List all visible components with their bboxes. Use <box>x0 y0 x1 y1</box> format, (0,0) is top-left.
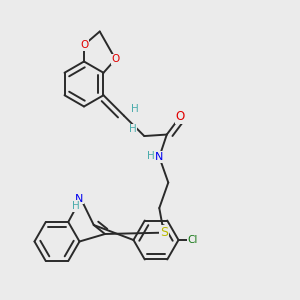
Text: N: N <box>75 194 83 204</box>
Text: O: O <box>111 54 120 64</box>
Text: O: O <box>176 110 185 123</box>
Text: H: H <box>72 201 79 211</box>
Text: S: S <box>160 226 168 239</box>
Text: H: H <box>131 104 139 114</box>
Text: H: H <box>147 151 155 160</box>
Text: O: O <box>80 40 88 50</box>
Text: H: H <box>129 124 137 134</box>
Text: N: N <box>155 152 164 162</box>
Text: Cl: Cl <box>188 235 198 245</box>
